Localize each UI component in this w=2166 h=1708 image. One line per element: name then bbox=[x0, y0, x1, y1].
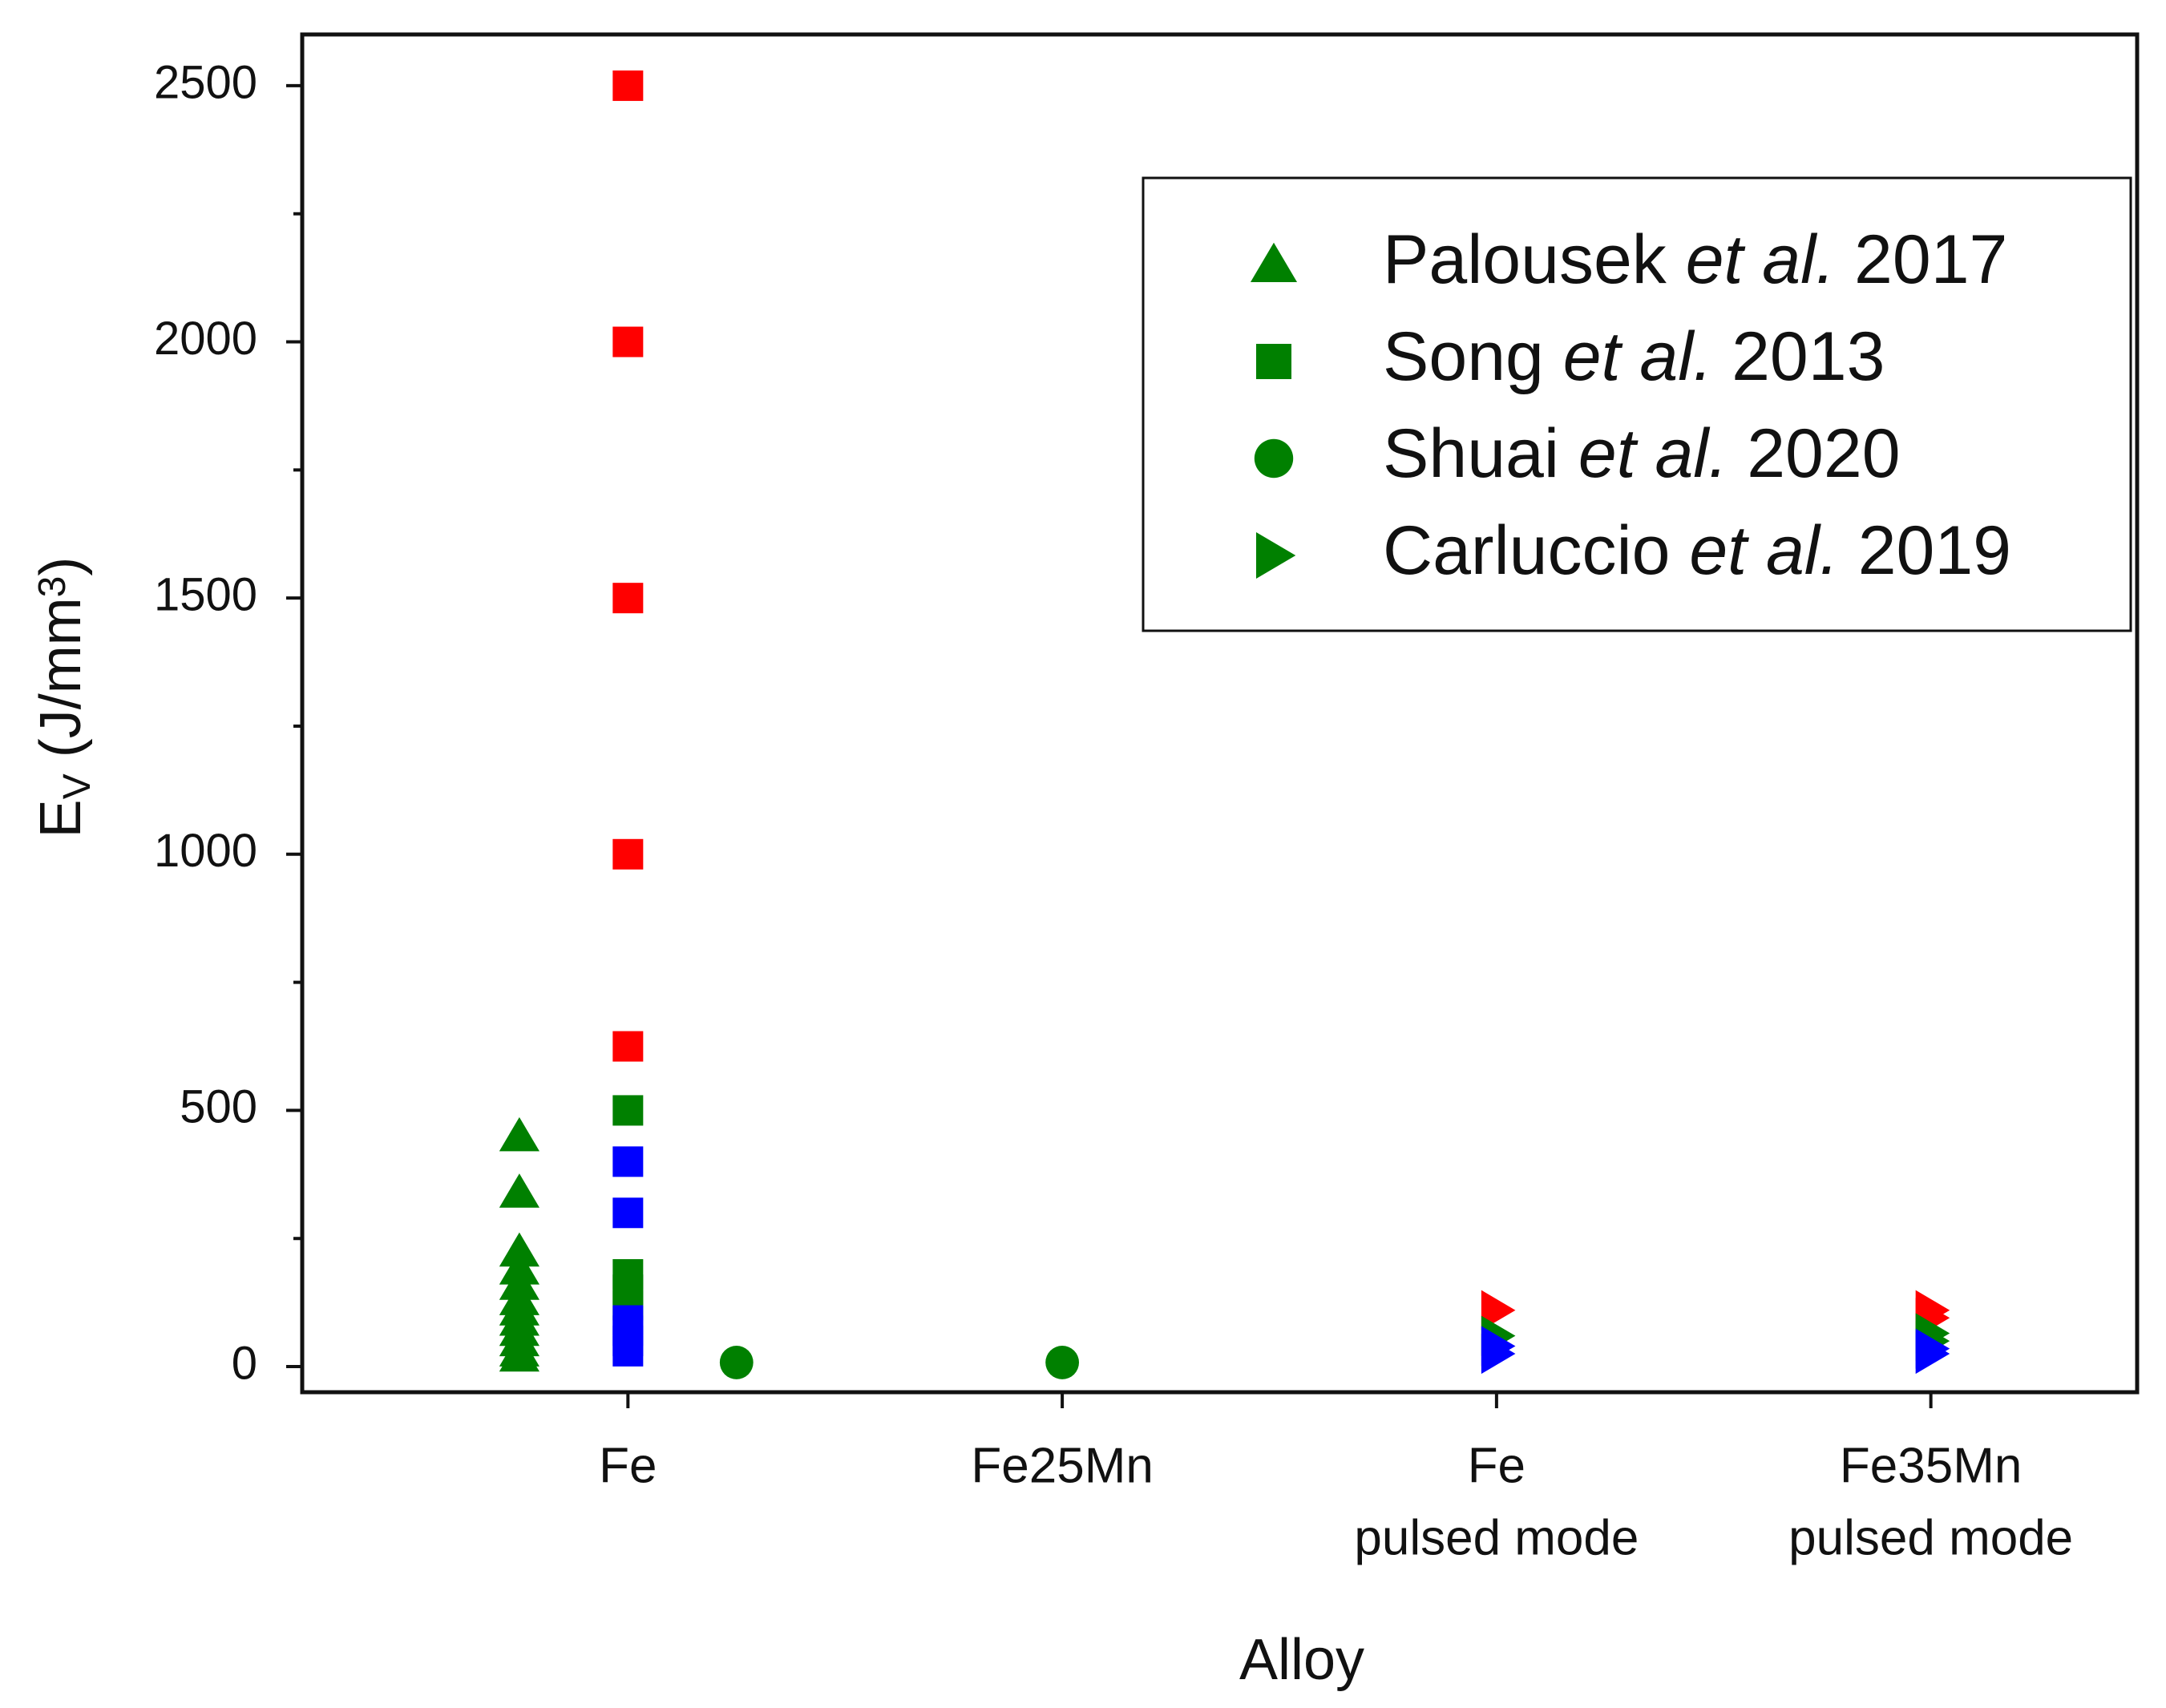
x-tick-label: Fe25Mn bbox=[971, 1438, 1153, 1493]
marker-square bbox=[612, 1197, 644, 1229]
y-axis-label: EV (J/mm3) bbox=[29, 557, 99, 838]
y-axis-label-part: (J/mm bbox=[29, 597, 93, 773]
y-tick-label: 500 bbox=[180, 1081, 257, 1133]
x-tick-label: pulsed mode bbox=[1354, 1510, 1639, 1565]
legend-label-part: et al. bbox=[1686, 221, 1835, 298]
y-axis-label-part: ) bbox=[29, 557, 93, 576]
y-axis-label-part: 3 bbox=[31, 576, 74, 598]
marker-square bbox=[612, 583, 644, 614]
y-tick-label: 2000 bbox=[154, 313, 257, 365]
marker-square bbox=[612, 838, 644, 870]
marker-triangle-right bbox=[1481, 1333, 1516, 1375]
y-axis-label-part: E bbox=[29, 799, 93, 838]
legend-label-part: 2019 bbox=[1839, 512, 2011, 589]
legend-label-part: et al. bbox=[1578, 415, 1728, 492]
marker-square bbox=[612, 1031, 644, 1062]
x-tick-label: Fe bbox=[1468, 1438, 1525, 1493]
marker-circle bbox=[1254, 438, 1294, 478]
legend-label-part: Song bbox=[1383, 318, 1563, 395]
x-tick-label: pulsed mode bbox=[1788, 1510, 2073, 1565]
marker-circle bbox=[1045, 1346, 1080, 1379]
marker-circle bbox=[719, 1346, 754, 1379]
marker-square bbox=[612, 1095, 644, 1126]
y-tick-label: 0 bbox=[232, 1337, 257, 1389]
marker-triangle-right bbox=[1256, 531, 1296, 579]
legend-box bbox=[1142, 176, 2132, 632]
marker-square bbox=[1256, 344, 1291, 379]
legend-label-part: 2020 bbox=[1728, 415, 1900, 492]
y-tick-label: 1000 bbox=[154, 825, 257, 877]
y-tick-label: 1500 bbox=[154, 568, 257, 620]
marker-triangle-up bbox=[499, 1337, 539, 1372]
marker-triangle-up bbox=[499, 1173, 539, 1208]
legend-label-part: 2013 bbox=[1712, 318, 1885, 395]
legend-label-part: Carluccio bbox=[1383, 512, 1689, 589]
marker-triangle-up bbox=[499, 1116, 539, 1152]
legend-label-part: et al. bbox=[1563, 318, 1712, 395]
legend-label: Song et al. 2013 bbox=[1383, 318, 1885, 395]
legend-label: Carluccio et al. 2019 bbox=[1383, 512, 2011, 589]
y-tick-label: 2500 bbox=[154, 56, 257, 108]
plot-frame bbox=[300, 32, 2140, 1395]
legend-label: Palousek et al. 2017 bbox=[1383, 221, 2007, 298]
marker-square bbox=[612, 70, 644, 101]
x-tick-label: Fe bbox=[599, 1438, 657, 1493]
legend-label-part: Shuai bbox=[1383, 415, 1578, 492]
x-axis-label: Alloy bbox=[1239, 1628, 1364, 1692]
marker-triangle-up bbox=[1250, 242, 1298, 282]
x-tick-label: Fe35Mn bbox=[1840, 1438, 2022, 1493]
legend-label: Shuai et al. 2020 bbox=[1383, 415, 1901, 492]
legend-label-part: et al. bbox=[1689, 512, 1838, 589]
marker-triangle-right bbox=[1915, 1333, 1950, 1375]
legend-label-part: 2017 bbox=[1835, 221, 2007, 298]
marker-square bbox=[612, 326, 644, 357]
marker-triangle-right bbox=[1481, 1290, 1516, 1330]
marker-triangle-up bbox=[499, 1232, 539, 1267]
legend-label-part: Palousek bbox=[1383, 221, 1686, 298]
y-axis-label-part: V bbox=[56, 773, 99, 799]
marker-square bbox=[612, 1335, 644, 1367]
marker-square bbox=[612, 1146, 644, 1177]
